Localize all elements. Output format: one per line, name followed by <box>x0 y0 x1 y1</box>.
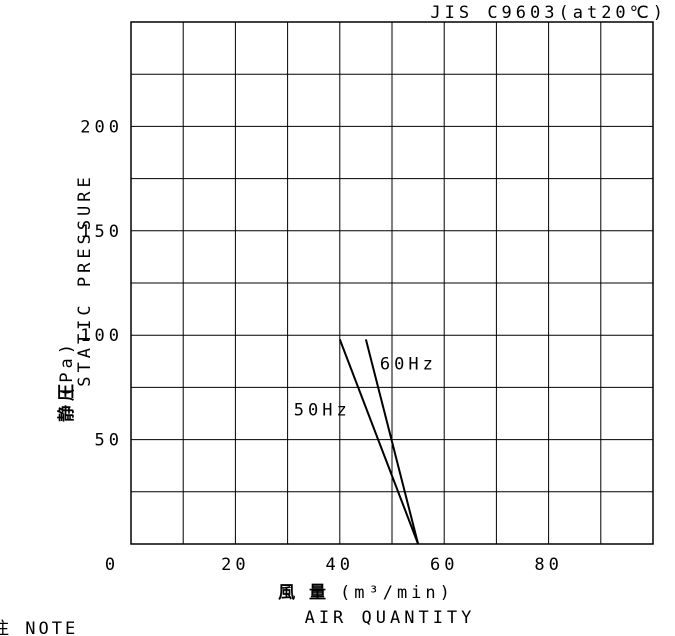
series-label-50hz: 50Hz <box>294 400 351 420</box>
y-tick-label: 200 <box>80 117 123 137</box>
series-line-60hz <box>364 339 420 545</box>
y-axis-unit: (Pa) <box>57 340 77 397</box>
x-tick-label: 40 <box>326 555 354 575</box>
x-tick-label: 20 <box>221 555 249 575</box>
x-axis-label-jp: 風 量 <box>278 582 330 603</box>
y-axis-label: STATIC PRESSURE <box>75 173 95 387</box>
series-group: 50Hz 60Hz <box>294 339 437 545</box>
x-axis-unit: (m³/min) <box>340 583 454 603</box>
x-tick-label: 0 <box>105 555 119 575</box>
y-axis-label-jp: 静圧 <box>56 380 77 422</box>
note-label: 注 NOTE <box>0 619 78 636</box>
y-tick-label: 150 <box>80 222 123 242</box>
axis-ticks: 0 20 40 60 80 50 100 150 200 <box>80 117 562 575</box>
plot-frame <box>130 21 654 545</box>
y-tick-label: 100 <box>80 326 123 346</box>
y-tick-label: 50 <box>95 431 123 451</box>
series-label-60hz: 60Hz <box>380 354 437 374</box>
y-axis-title: (Pa) STATIC PRESSURE 静圧 <box>56 173 95 422</box>
x-tick-label: 60 <box>430 555 458 575</box>
standard-label: JIS C9603(at20℃) <box>430 3 667 23</box>
x-tick-label: 80 <box>534 555 562 575</box>
series-line-50hz <box>338 339 420 545</box>
chart-grid <box>131 22 653 544</box>
x-axis-label: AIR QUANTITY <box>305 608 476 628</box>
